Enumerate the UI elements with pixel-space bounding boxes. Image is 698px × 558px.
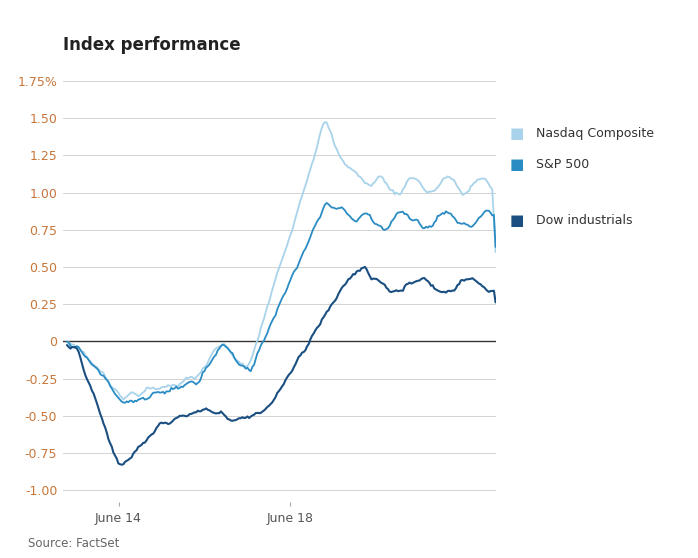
Text: ■: ■ (510, 213, 524, 228)
Text: Source: FactSet: Source: FactSet (28, 537, 119, 550)
Text: ■: ■ (510, 127, 524, 141)
Text: Nasdaq Composite: Nasdaq Composite (536, 127, 654, 141)
Text: Dow industrials: Dow industrials (536, 214, 632, 227)
Text: ■: ■ (510, 157, 524, 172)
Text: Index performance: Index performance (63, 36, 240, 54)
Text: S&P 500: S&P 500 (536, 158, 589, 171)
